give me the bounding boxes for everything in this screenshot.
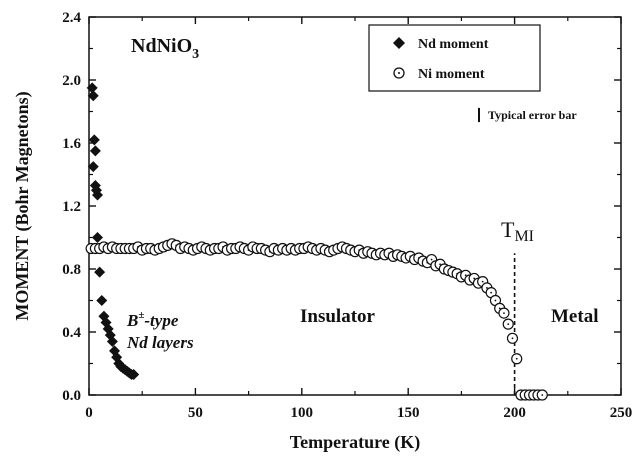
ni-moment-point-dot [464, 274, 467, 277]
y-tick-label: 0.8 [62, 262, 81, 278]
y-tick-label: 1.2 [62, 199, 81, 215]
transition-label: TMI [501, 217, 534, 245]
nd-moment-point [86, 82, 98, 94]
ni-moment-point-dot [473, 277, 476, 280]
region-label-nd-layers: Nd layers [126, 333, 194, 352]
nd-moment-point [128, 369, 140, 381]
nd-moment-point [88, 134, 100, 146]
region-label-insulator: Insulator [300, 306, 376, 327]
legend-nd-label: Nd moment [418, 37, 489, 52]
x-tick-label: 250 [610, 405, 633, 421]
y-tick-label: 0.0 [62, 388, 81, 404]
x-tick-label: 0 [85, 405, 93, 421]
nd-moment-point [87, 90, 99, 102]
ni-moment-point-dot [490, 291, 493, 294]
b-type-letter: B [126, 311, 138, 330]
y-tick-label: 0.4 [62, 325, 81, 341]
x-tick-label: 50 [188, 405, 203, 421]
legend-box [368, 24, 541, 92]
legend-ni-label: Ni moment [418, 67, 485, 82]
ni-moment-point-dot [541, 394, 544, 396]
nd-moment-point [106, 335, 118, 347]
x-tick-label: 100 [291, 405, 314, 421]
ni-moment-point-dot [494, 299, 497, 302]
series-ni-moment [85, 238, 548, 401]
y-tick-label: 1.6 [62, 136, 81, 152]
x-tick-label: 150 [397, 405, 420, 421]
b-type-suffix: -type [144, 311, 178, 330]
nd-moment-point [94, 266, 106, 278]
transition-base: T [501, 217, 515, 242]
ni-moment-point-dot [498, 307, 501, 310]
nd-moment-point [89, 145, 101, 157]
y-tick-label: 2.4 [62, 10, 81, 26]
region-label-metal: Metal [551, 306, 598, 327]
ni-moment-point-dot [507, 323, 510, 326]
x-tick-label: 200 [503, 405, 526, 421]
y-axis-title: MOMENT (Bohr Magnetons) [12, 91, 33, 320]
nd-moment-point [92, 189, 104, 201]
compound-label: NdNiO3 [131, 35, 199, 62]
axis-ticks [88, 16, 622, 396]
typical-error-bar-label: Typical error bar [488, 108, 577, 122]
compound-sub: 3 [192, 47, 199, 62]
series-nd-moment [86, 82, 140, 381]
axis-tick-labels: 0 50 100 150 200 250 0.0 0.4 0.8 1.2 1.6 2.0 2.4 [62, 10, 632, 421]
ni-moment-point-dot [515, 357, 518, 360]
legend-ni-marker-dot [398, 72, 400, 74]
ni-moment-point-dot [430, 258, 433, 261]
compound-base: NdNiO [131, 35, 192, 57]
ni-moment-point-dot [503, 312, 505, 314]
ni-moment-point-dot [481, 280, 484, 283]
y-tick-label: 2.0 [62, 73, 81, 89]
x-axis-title: Temperature (K) [290, 432, 420, 453]
legend: Nd moment Ni moment [368, 24, 541, 92]
nd-moment-point [96, 295, 108, 306]
legend-nd-marker [393, 37, 405, 49]
ni-moment-point-dot [486, 287, 488, 289]
ni-moment-point-dot [511, 337, 514, 340]
nd-moment-point [92, 232, 104, 243]
transition-sub: MI [514, 228, 534, 245]
region-label-b-type: B±-type [126, 309, 179, 330]
ni-moment-point-dot [439, 263, 442, 266]
b-type-sup: ± [138, 309, 144, 321]
nd-moment-point [87, 161, 99, 173]
